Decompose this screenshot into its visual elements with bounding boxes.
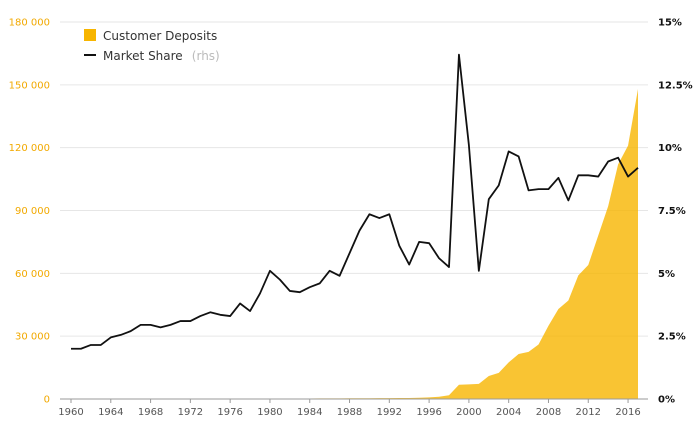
y-right-tick-label: 12.5% bbox=[658, 80, 693, 91]
x-tick-label: 1996 bbox=[416, 407, 441, 418]
legend-label-market-share-suffix: (rhs) bbox=[192, 49, 220, 63]
y-left-tick-label: 90 000 bbox=[15, 206, 50, 217]
y-right-tick-label: 7.5% bbox=[658, 206, 686, 217]
x-tick-label: 1964 bbox=[98, 407, 123, 418]
x-tick-label: 1988 bbox=[337, 407, 362, 418]
y-left-tick-label: 180 000 bbox=[9, 18, 50, 29]
y-left-tick-label: 60 000 bbox=[15, 269, 50, 280]
x-tick-label: 2012 bbox=[576, 407, 601, 418]
legend: Customer Deposits Market Share (rhs) bbox=[84, 29, 220, 64]
y-left-tick-label: 30 000 bbox=[15, 332, 50, 343]
x-tick-label: 2004 bbox=[496, 407, 521, 418]
x-tick-label: 2000 bbox=[456, 407, 481, 418]
y-right-tick-label: 2.5% bbox=[658, 332, 686, 343]
deposits-area-layer bbox=[71, 89, 638, 400]
axes: 0 30 000 60 000 90 000 120 000 150 000 180 000… bbox=[9, 18, 693, 419]
y-right-tick-label: 0% bbox=[658, 395, 675, 406]
x-tick-label: 1984 bbox=[297, 407, 322, 418]
legend-label-market-share-text: Market Share bbox=[103, 49, 183, 63]
x-tick-label: 1968 bbox=[138, 407, 163, 418]
legend-label-deposits: Customer Deposits bbox=[103, 29, 217, 43]
x-tick-label: 1972 bbox=[178, 407, 203, 418]
y-right-tick-label: 10% bbox=[658, 143, 682, 154]
customer-deposits-area bbox=[71, 89, 638, 400]
y-left-tick-label: 0 bbox=[44, 395, 50, 406]
market-share-line-layer bbox=[71, 53, 639, 350]
y-right-tick-label: 15% bbox=[658, 18, 682, 29]
x-tick-label: 1992 bbox=[377, 407, 402, 418]
y-left-tick-label: 150 000 bbox=[9, 80, 50, 91]
x-tick-label: 2016 bbox=[615, 407, 640, 418]
legend-label-market-share: Market Share (rhs) bbox=[103, 45, 220, 64]
y-right-tick-label: 5% bbox=[658, 269, 675, 280]
x-tick-label: 1980 bbox=[257, 407, 282, 418]
market-share-line bbox=[71, 53, 639, 350]
x-tick-label: 1976 bbox=[217, 407, 242, 418]
legend-swatch-deposits bbox=[84, 29, 96, 41]
x-tick-label: 1960 bbox=[58, 407, 83, 418]
x-tick-label: 2008 bbox=[536, 407, 561, 418]
y-left-tick-label: 120 000 bbox=[9, 143, 50, 154]
